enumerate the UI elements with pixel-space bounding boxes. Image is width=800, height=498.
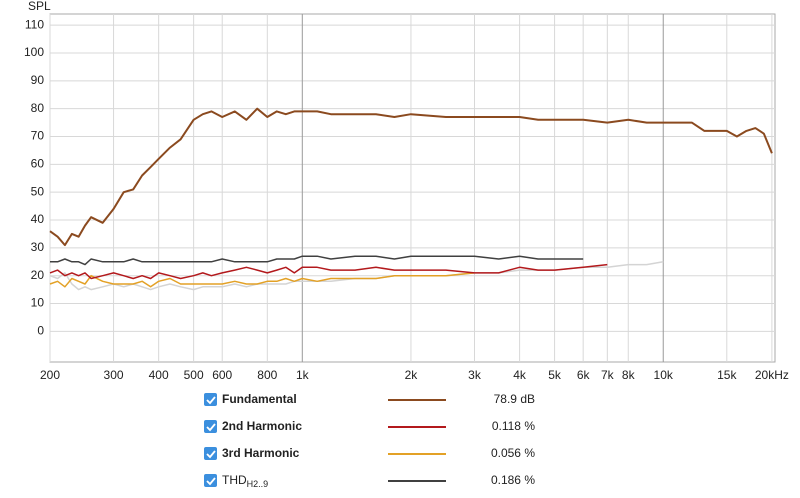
- x-tick-label: 1k: [296, 368, 310, 382]
- x-tick-label: 5k: [548, 368, 562, 382]
- x-tick-label: 20kHz: [755, 368, 789, 382]
- series-line: [49, 263, 608, 280]
- legend-name: 2nd Harmonic: [222, 419, 302, 433]
- y-tick-label: 60: [31, 157, 45, 171]
- legend-reading: 78.9 dB: [494, 392, 535, 406]
- y-tick-label: 90: [31, 73, 45, 87]
- legend-name-text: 2nd Harmonic: [222, 419, 302, 433]
- y-tick-label: 40: [31, 212, 45, 226]
- x-tick-label: 4k: [513, 368, 527, 382]
- legend: Fundamental 78.9 dB 2nd Harmonic 0.118 % 3rd…: [204, 392, 535, 489]
- legend-checkbox[interactable]: [204, 393, 217, 406]
- checkmark[interactable]: [206, 423, 216, 432]
- x-tick-label: 300: [104, 368, 124, 382]
- y-tick-label: 30: [31, 240, 45, 254]
- checkmark[interactable]: [206, 477, 216, 486]
- legend-name: THDH2..9: [222, 473, 268, 489]
- series-line: [49, 107, 773, 247]
- y-tick-label: 20: [31, 268, 45, 282]
- legend-checkbox[interactable]: [204, 474, 217, 487]
- x-tick-label: 200: [40, 368, 60, 382]
- legend-reading: 0.186 %: [491, 473, 535, 487]
- y-tick-label: 10: [31, 296, 45, 310]
- legend-checkbox[interactable]: [204, 447, 217, 460]
- legend-name-text: Fundamental: [222, 392, 297, 406]
- legend-name: Fundamental: [222, 392, 297, 406]
- y-tick-label: 80: [31, 101, 45, 115]
- legend-name-text: 3rd Harmonic: [222, 446, 300, 460]
- y-axis-label: SPL: [28, 0, 51, 13]
- x-tick-label: 6k: [577, 368, 591, 382]
- x-tick-label: 800: [257, 368, 277, 382]
- checkmark[interactable]: [206, 396, 216, 405]
- y-tick-label: 0: [37, 324, 44, 338]
- x-tick-label: 400: [149, 368, 169, 382]
- legend-reading: 0.056 %: [491, 446, 535, 460]
- x-tick-label: 3k: [468, 368, 482, 382]
- x-tick-label: 15k: [717, 368, 737, 382]
- x-tick-label: 2k: [405, 368, 419, 382]
- x-tick-label: 7k: [601, 368, 615, 382]
- legend-name-text: THD: [222, 473, 247, 487]
- x-tick-label: 600: [212, 368, 232, 382]
- checkmark[interactable]: [206, 450, 216, 459]
- legend-name: 3rd Harmonic: [222, 446, 300, 460]
- x-tick-label: 10k: [654, 368, 674, 382]
- y-tick-label: 50: [31, 184, 45, 198]
- lines: [49, 107, 773, 291]
- legend-reading: 0.118 %: [492, 419, 535, 433]
- grid: [49, 14, 775, 362]
- y-tick-label: 100: [24, 45, 44, 59]
- y-tick-label: 70: [31, 129, 45, 143]
- legend-checkbox[interactable]: [204, 420, 217, 433]
- x-tick-label: 8k: [622, 368, 636, 382]
- legend-subscript: H2..9: [247, 479, 269, 489]
- series-line: [50, 255, 584, 266]
- x-tick-label: 500: [184, 368, 204, 382]
- y-tick-label: 110: [25, 17, 44, 31]
